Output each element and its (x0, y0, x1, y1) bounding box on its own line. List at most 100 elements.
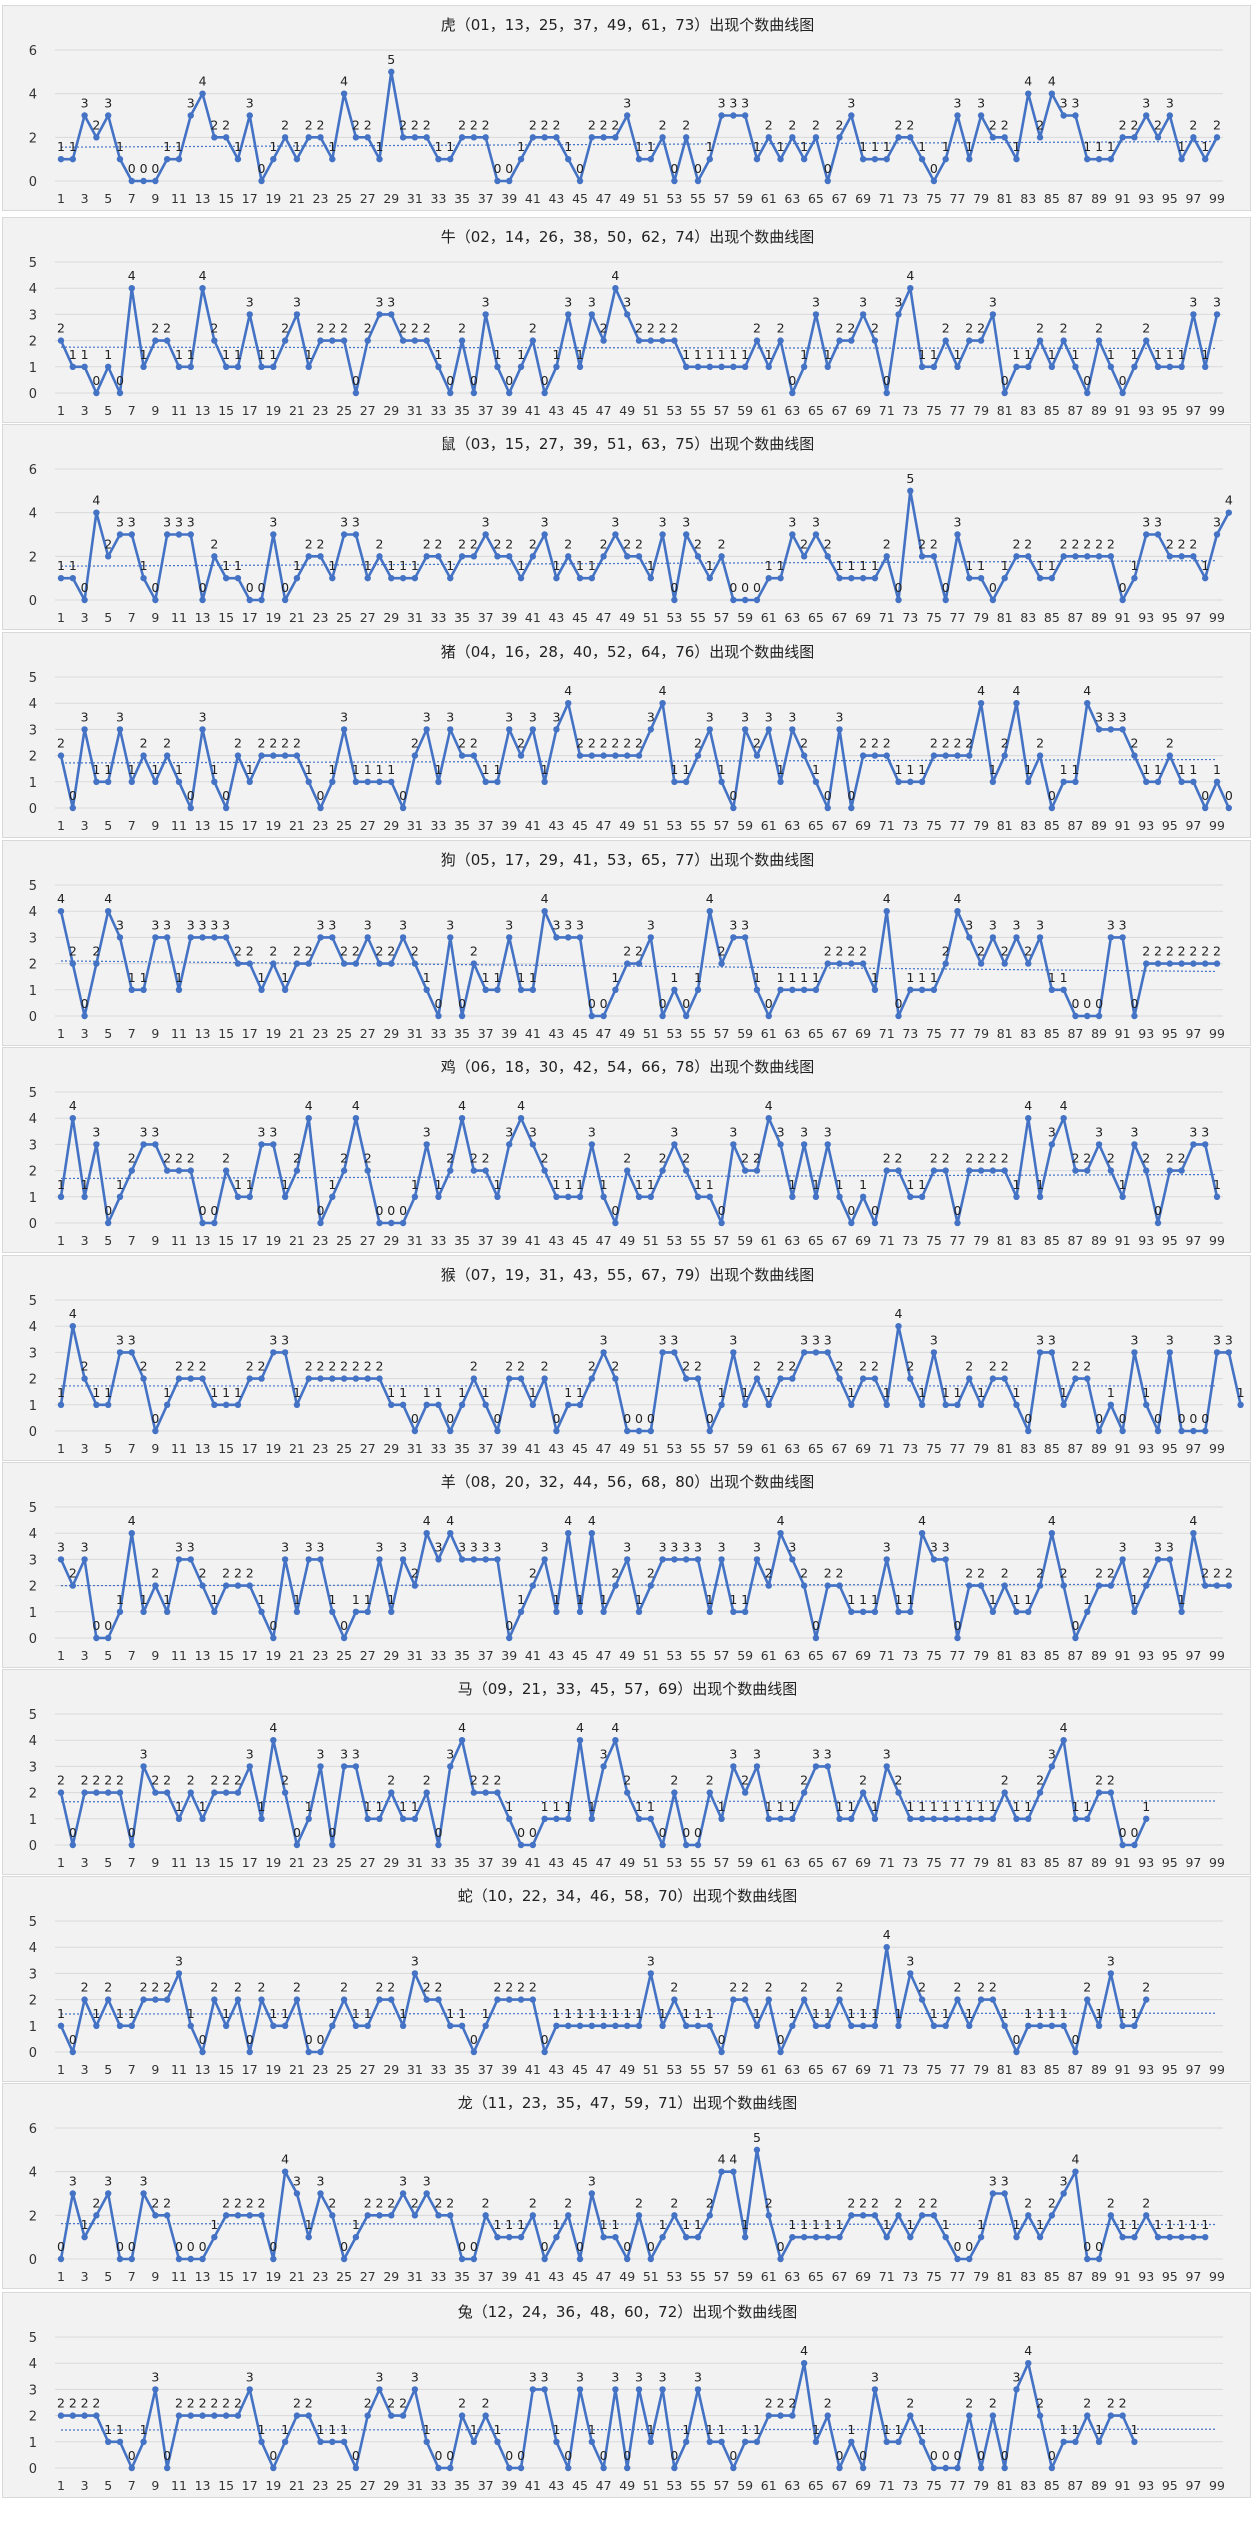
data-point (1143, 2212, 1150, 2219)
data-point (128, 2022, 135, 2029)
x-tick-label: 57 (714, 818, 730, 833)
data-point (57, 1401, 65, 1408)
data-point (966, 1582, 973, 1589)
x-tick-label: 19 (265, 1648, 281, 1663)
data-label: 2 (199, 2396, 207, 2411)
data-point (506, 1634, 513, 1642)
data-point (458, 752, 466, 759)
x-tick-label: 41 (525, 818, 541, 833)
x-tick-label: 23 (313, 818, 329, 833)
data-label: 1 (163, 139, 171, 154)
x-tick-label: 67 (832, 403, 848, 418)
data-label: 2 (883, 736, 891, 751)
data-label: 3 (340, 515, 348, 530)
x-tick-label: 15 (218, 1855, 234, 1870)
data-point (376, 2386, 383, 2393)
data-label: 4 (340, 74, 348, 89)
data-point (470, 389, 478, 397)
x-tick-label: 69 (855, 2478, 871, 2493)
data-label: 1 (69, 558, 77, 573)
data-point (69, 574, 76, 582)
data-point (246, 1582, 253, 1589)
data-label: 0 (199, 580, 207, 595)
x-tick-label: 73 (902, 2062, 918, 2077)
data-label: 3 (423, 709, 431, 724)
data-label: 3 (1130, 1124, 1138, 1139)
data-point (1213, 960, 1221, 967)
y-tick-label: 0 (29, 1425, 37, 1440)
data-label: 0 (116, 373, 124, 388)
data-label: 2 (977, 944, 985, 959)
data-point (694, 1556, 702, 1563)
data-point (1048, 986, 1056, 993)
data-point (553, 363, 560, 370)
data-label: 3 (175, 515, 183, 530)
x-tick-label: 17 (242, 191, 258, 206)
data-label: 4 (1060, 1720, 1068, 1735)
data-label: 2 (517, 736, 525, 751)
y-tick-label: 5 (29, 1086, 37, 1101)
data-point (1107, 934, 1115, 941)
x-tick-label: 41 (525, 2062, 541, 2077)
data-label: 1 (1024, 2006, 1032, 2021)
x-tick-label: 71 (879, 1855, 895, 1870)
y-tick-label: 4 (29, 1112, 37, 1127)
x-tick-label: 61 (761, 818, 777, 833)
data-label: 0 (1095, 996, 1103, 1011)
data-label: 0 (930, 161, 938, 176)
data-label: 0 (258, 580, 266, 595)
data-point (529, 134, 537, 141)
trend-line (60, 560, 1218, 567)
data-point (506, 553, 513, 560)
data-point (1143, 778, 1150, 785)
data-point (588, 574, 596, 582)
data-point (163, 1996, 171, 2003)
data-label: 3 (1001, 2174, 1009, 2189)
data-label: 1 (718, 2422, 726, 2437)
data-label: 2 (376, 2195, 384, 2210)
data-point (116, 2438, 124, 2445)
data-point (234, 363, 242, 370)
data-point (612, 2022, 619, 2029)
data-point (140, 363, 147, 370)
data-point (1190, 2233, 1197, 2241)
x-tick-label: 43 (548, 1026, 564, 1041)
x-tick-label: 53 (666, 818, 682, 833)
data-point (694, 2022, 702, 2029)
x-tick-label: 41 (525, 1648, 541, 1663)
data-label: 1 (1071, 347, 1079, 362)
data-label: 1 (918, 970, 926, 985)
data-point (600, 134, 607, 141)
data-point (81, 1556, 88, 1563)
data-point (871, 1815, 879, 1822)
data-point (116, 1193, 124, 1200)
x-tick-label: 19 (265, 191, 281, 206)
data-label: 2 (128, 1151, 136, 1166)
data-label: 1 (140, 2422, 148, 2437)
data-label: 2 (210, 2396, 218, 2411)
data-point (1119, 389, 1126, 397)
data-label: 0 (812, 1618, 820, 1633)
data-point (1001, 389, 1008, 397)
data-label: 1 (1201, 558, 1209, 573)
data-point (588, 2438, 596, 2445)
data-point (718, 1815, 725, 1822)
x-tick-label: 17 (242, 818, 258, 833)
data-point (989, 134, 997, 141)
y-tick-label: 2 (29, 958, 37, 973)
data-label: 4 (611, 1720, 619, 1735)
data-label: 3 (564, 294, 572, 309)
data-point (883, 553, 890, 560)
x-tick-label: 95 (1162, 1026, 1178, 1041)
chart-title: 龙（11，23，35，47，59，71）出现个数曲线图 (458, 2094, 798, 2112)
x-tick-label: 65 (808, 1441, 824, 1456)
data-point (1001, 134, 1008, 141)
data-label: 3 (635, 2369, 643, 2384)
data-label: 1 (293, 139, 301, 154)
data-label: 1 (977, 558, 985, 573)
data-point (777, 155, 784, 163)
data-point (1013, 363, 1020, 370)
x-tick-label: 93 (1138, 1233, 1154, 1248)
data-label: 2 (470, 1773, 478, 1788)
data-label: 1 (930, 347, 938, 362)
